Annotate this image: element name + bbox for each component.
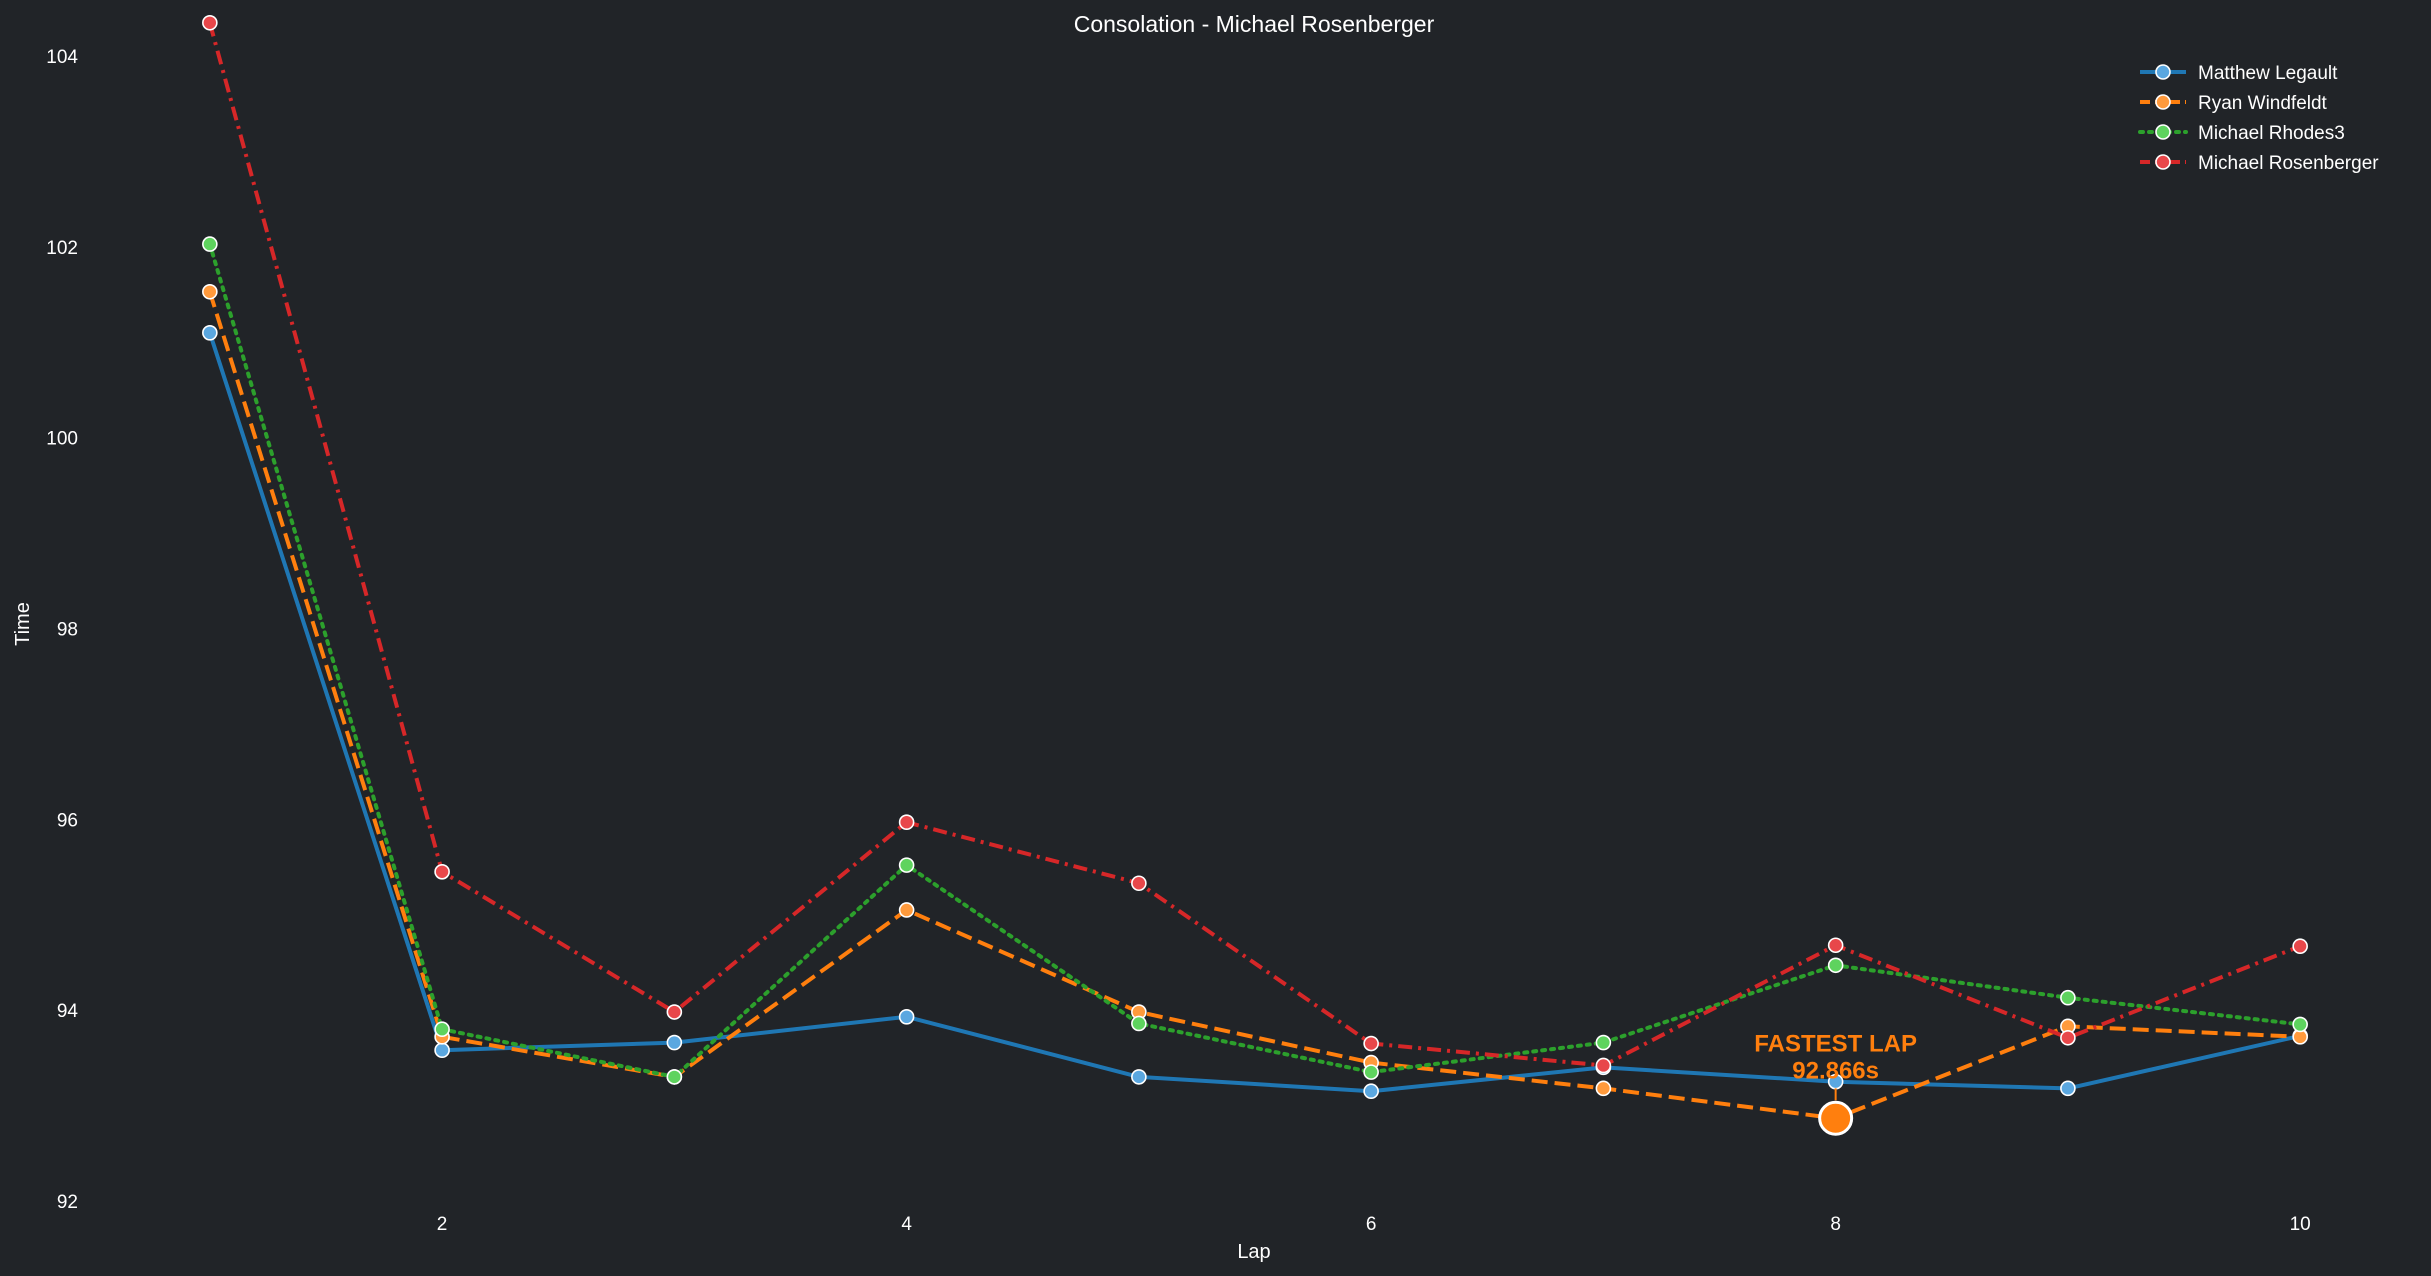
data-point <box>1131 1069 1147 1085</box>
x-tick-label: 10 <box>2290 1214 2311 1235</box>
data-point <box>202 325 218 341</box>
fastest-lap-value: 92.866s <box>1792 1057 1879 1084</box>
y-tick-label: 104 <box>46 47 78 68</box>
data-point <box>1131 1015 1147 1032</box>
data-point <box>1595 1034 1612 1051</box>
series-michael-rhodes3 <box>202 236 2308 1085</box>
data-point <box>1363 1064 1379 1080</box>
data-point <box>202 236 218 252</box>
data-point <box>898 902 915 918</box>
data-point <box>898 814 915 830</box>
data-point <box>2292 1016 2308 1033</box>
data-point <box>1363 1083 1379 1100</box>
legend-item: Michael Rosenberger <box>2140 153 2379 174</box>
x-tick-label: 2 <box>437 1214 448 1235</box>
x-tick-label: 6 <box>1366 1214 1377 1235</box>
data-point <box>666 1034 683 1051</box>
data-point <box>2060 989 2076 1006</box>
legend-label: Matthew Legault <box>2198 63 2338 84</box>
data-point <box>1595 1057 1612 1074</box>
series-layer <box>202 14 2308 1127</box>
x-tick-label: 8 <box>1830 1214 1841 1235</box>
series-line <box>207 242 2303 1079</box>
data-point <box>1131 875 1147 892</box>
series-line <box>207 332 2301 1094</box>
y-tick-label: 102 <box>46 238 78 259</box>
y-axis-label: Time <box>12 602 34 646</box>
data-point <box>666 1069 683 1085</box>
legend-label: Michael Rhodes3 <box>2198 123 2345 144</box>
data-point <box>1595 1080 1612 1097</box>
legend: Matthew Legault Ryan Windfeldt Michael Rho… <box>2138 63 2379 174</box>
data-point <box>434 864 450 880</box>
x-axis-label: Lap <box>1237 1241 1270 1263</box>
data-point <box>1363 1035 1379 1052</box>
data-point <box>666 1004 683 1020</box>
y-tick-label: 94 <box>57 1001 79 1022</box>
fastest-lap-label: FASTEST LAP <box>1754 1030 1917 1057</box>
data-point <box>434 1021 450 1038</box>
data-point <box>202 14 218 31</box>
y-tick-label: 92 <box>57 1192 78 1213</box>
fastest-lap-marker <box>1818 1100 1854 1136</box>
legend-item: Ryan Windfeldt <box>2140 93 2328 114</box>
series-michael-rosenberger <box>202 14 2308 1074</box>
legend-marker <box>2155 64 2171 80</box>
data-point <box>2060 1080 2076 1097</box>
legend-marker <box>2155 94 2171 110</box>
legend-label: Ryan Windfeldt <box>2198 93 2328 114</box>
y-axis-ticks: 92 94 96 98 100 102 104 <box>46 47 78 1213</box>
data-point <box>898 1009 915 1025</box>
data-point <box>434 1042 450 1058</box>
legend-label: Michael Rosenberger <box>2198 153 2379 174</box>
data-point <box>1827 957 1844 974</box>
legend-item: Michael Rhodes3 <box>2138 123 2345 144</box>
x-axis-ticks: 2 4 6 8 10 <box>437 1214 2311 1235</box>
legend-item: Matthew Legault <box>2140 63 2338 84</box>
series-line <box>207 291 2301 1121</box>
data-point <box>2060 1029 2076 1046</box>
data-point <box>1827 937 1844 954</box>
data-point <box>202 283 218 300</box>
x-tick-label: 4 <box>901 1214 912 1235</box>
legend-marker <box>2155 124 2171 140</box>
y-tick-label: 98 <box>57 620 78 641</box>
series-line <box>207 22 2301 1068</box>
legend-marker <box>2155 154 2171 170</box>
y-tick-label: 96 <box>57 810 78 831</box>
y-tick-label: 100 <box>46 429 78 450</box>
data-point <box>898 857 915 873</box>
data-point <box>2292 938 2308 955</box>
chart-title: Consolation - Michael Rosenberger <box>1074 11 1435 37</box>
